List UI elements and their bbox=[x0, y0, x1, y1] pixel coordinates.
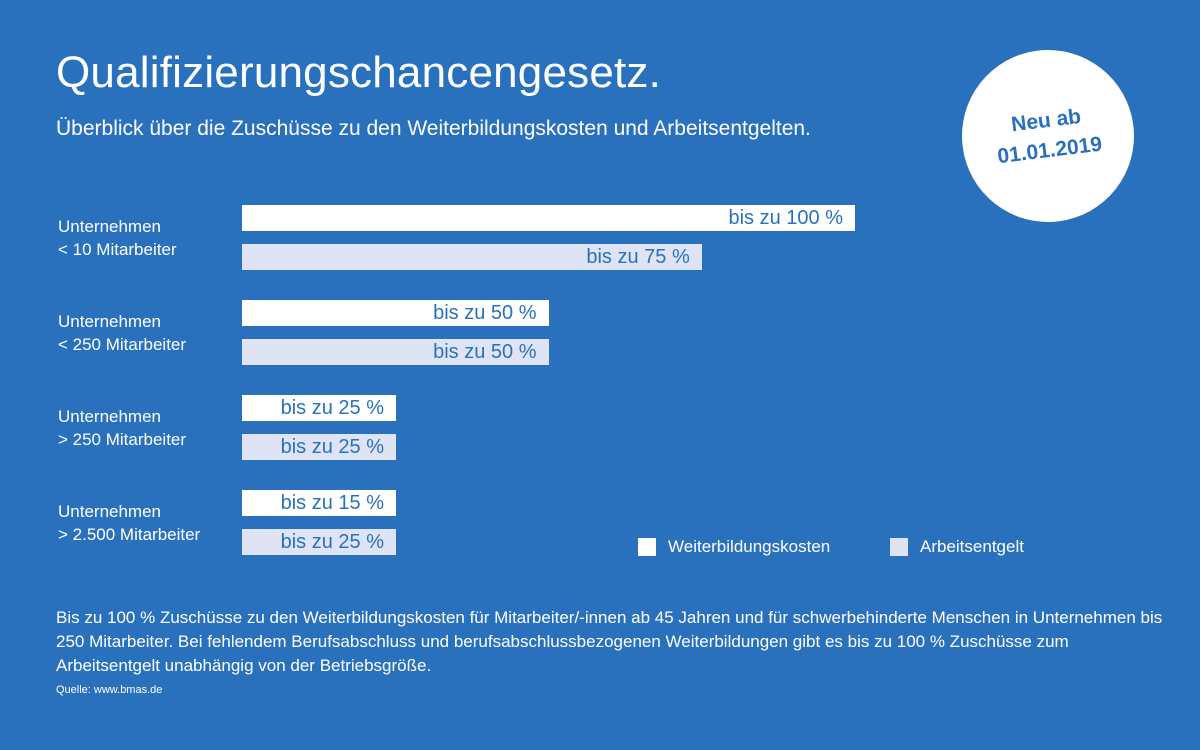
bar-data-label: bis zu 25 % bbox=[280, 435, 384, 458]
bar: bis zu 50 % bbox=[242, 339, 549, 365]
bar-data-label: bis zu 100 % bbox=[728, 206, 843, 229]
bar-data-label: bis zu 50 % bbox=[433, 301, 537, 324]
category-label-line: Unternehmen bbox=[58, 312, 162, 331]
bar: bis zu 50 % bbox=[242, 300, 549, 326]
bar: bis zu 25 % bbox=[242, 434, 396, 460]
bar: bis zu 25 % bbox=[242, 529, 396, 555]
legend-item-arbeitsentgelt: Arbeitsentgelt bbox=[890, 537, 1024, 557]
chart-subtitle: Überblick über die Zuschüsse zu den Weit… bbox=[56, 117, 811, 140]
bar: bis zu 15 % bbox=[242, 490, 396, 516]
bar-data-label: bis zu 50 % bbox=[433, 340, 537, 363]
bar-data-label: bis zu 25 % bbox=[280, 530, 384, 553]
bar-data-label: bis zu 25 % bbox=[280, 396, 384, 419]
bar-data-label: bis zu 75 % bbox=[586, 245, 690, 268]
category-label: Unternehmen > 2.500 Mitarbeiter bbox=[58, 500, 200, 546]
source-note: Quelle: www.bmas.de bbox=[56, 684, 163, 696]
legend-label-weiterbildungskosten: Weiterbildungskosten bbox=[668, 537, 831, 556]
legend-swatch-weiterbildungskosten bbox=[638, 538, 656, 556]
bar: bis zu 75 % bbox=[242, 244, 702, 270]
bar: bis zu 100 % bbox=[242, 205, 855, 231]
category-label-line: < 250 Mitarbeiter bbox=[58, 335, 187, 354]
category-label: Unternehmen < 250 Mitarbeiter bbox=[58, 310, 186, 356]
legend-label-arbeitsentgelt: Arbeitsentgelt bbox=[920, 537, 1024, 556]
category-label: Unternehmen > 250 Mitarbeiter bbox=[58, 405, 186, 451]
category-label-line: > 250 Mitarbeiter bbox=[58, 430, 187, 449]
footnote: Bis zu 100 % Zuschüsse zu den Weiterbild… bbox=[56, 608, 1163, 675]
chart-title: Qualifizierungschancengesetz. bbox=[56, 48, 662, 97]
legend-swatch-arbeitsentgelt bbox=[890, 538, 908, 556]
legend-item-weiterbildungskosten: Weiterbildungskosten bbox=[638, 537, 830, 557]
category-label-line: < 10 Mitarbeiter bbox=[58, 240, 177, 259]
category-label-line: Unternehmen bbox=[58, 217, 162, 236]
category-label-line: Unternehmen bbox=[58, 407, 162, 426]
category-label-line: Unternehmen bbox=[58, 502, 162, 521]
bar-data-label: bis zu 15 % bbox=[280, 491, 384, 514]
new-from-badge: Neu ab 01.01.2019 bbox=[952, 40, 1144, 232]
category-label-line: > 2.500 Mitarbeiter bbox=[58, 525, 201, 544]
bar: bis zu 25 % bbox=[242, 395, 396, 421]
category-label: Unternehmen < 10 Mitarbeiter bbox=[58, 215, 177, 261]
